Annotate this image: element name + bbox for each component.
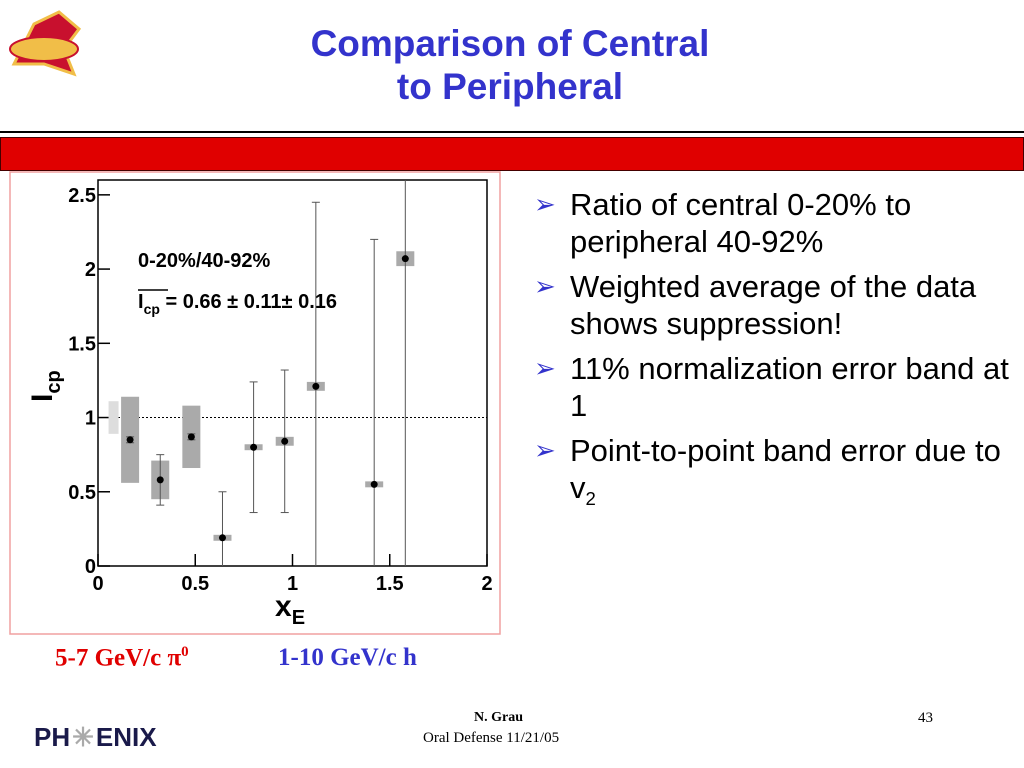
annotation-main: I xyxy=(138,291,144,313)
bullet: Point-to-point band error due to v2 xyxy=(532,432,1012,517)
page-number: 43 xyxy=(918,710,933,726)
normalization-band xyxy=(108,401,119,434)
caption-left: 5-7 GeV/c π0 xyxy=(55,644,189,672)
systematic-box xyxy=(121,396,140,483)
systematic-box xyxy=(365,481,384,488)
caption-right: 1-10 GeV/c h xyxy=(278,644,417,671)
systematic-box xyxy=(275,436,294,446)
y-tick-label: 2 xyxy=(85,259,96,281)
red-bar xyxy=(0,131,1024,133)
systematic-box xyxy=(306,381,325,391)
x-axis-label: xE xyxy=(275,590,305,629)
slide-title: Comparison of Central to Peripheral xyxy=(210,22,810,108)
systematic-box xyxy=(396,251,415,267)
x-tick-label: 1.5 xyxy=(376,573,404,595)
x-tick-label: 1 xyxy=(287,573,298,595)
footer-author: N. Grau xyxy=(474,710,523,725)
annotation: Icp = 0.66 ± 0.11± 0.16 xyxy=(138,291,337,317)
phenix-logo: PH✳ENIX xyxy=(34,722,157,752)
y-tick-label: 0 xyxy=(85,556,96,578)
x-tick-label: 0 xyxy=(92,573,103,595)
systematic-box xyxy=(151,460,170,500)
systematic-box xyxy=(244,444,263,451)
y-axis-label: Icp xyxy=(26,370,65,402)
y-tick-label: 1 xyxy=(85,408,96,430)
data-point xyxy=(370,480,378,488)
label-main: x xyxy=(275,590,292,623)
bullet-text: Ratio of central 0-20% to peripheral 40-… xyxy=(570,187,912,259)
bullet-text: 11% normalization error band at 1 xyxy=(570,351,1009,423)
title-line: Comparison of Central xyxy=(310,23,710,64)
data-point xyxy=(187,433,195,441)
chart-frame xyxy=(9,171,501,635)
bullet-text: Weighted average of the data shows suppr… xyxy=(570,269,977,341)
logo-text: PH xyxy=(34,722,71,752)
annotation-text: = 0.66 ± 0.11± 0.16 xyxy=(160,291,337,313)
systematic-box xyxy=(182,405,201,469)
bullet-sub: 2 xyxy=(585,488,596,510)
iowa-logo xyxy=(4,4,84,84)
label-main: I xyxy=(26,394,59,402)
bullet-list: Ratio of central 0-20% to peripheral 40-… xyxy=(532,186,1012,525)
plot-area xyxy=(98,180,487,566)
bullet-text: Point-to-point band error due to v xyxy=(570,433,1001,505)
caption-sup: 0 xyxy=(181,644,189,660)
label-sub: E xyxy=(292,607,305,629)
data-point xyxy=(250,443,258,451)
caption-text: 5-7 GeV/c π xyxy=(55,644,182,672)
data-point xyxy=(126,436,134,444)
plot-frame xyxy=(97,179,488,567)
bullet: 11% normalization error band at 1 xyxy=(532,350,1012,424)
y-tick-label: 0.5 xyxy=(68,482,96,504)
annotation: 0-20%/40-92% xyxy=(138,250,271,272)
systematic-box xyxy=(213,534,232,541)
x-tick-label: 2 xyxy=(481,573,492,595)
y-tick-label: 2.5 xyxy=(68,185,96,207)
bullet: Ratio of central 0-20% to peripheral 40-… xyxy=(532,186,1012,260)
logo-text: ENIX xyxy=(95,722,157,752)
footer-event: Oral Defense 11/21/05 xyxy=(423,730,560,746)
data-point xyxy=(401,255,409,263)
x-tick-label: 0.5 xyxy=(181,573,209,595)
bullet: Weighted average of the data shows suppr… xyxy=(532,268,1012,342)
annotation-sub: cp xyxy=(144,301,160,317)
data-point xyxy=(312,382,320,390)
red-bar xyxy=(0,137,1024,171)
data-point xyxy=(156,476,164,484)
logo-art xyxy=(9,10,82,77)
title-line: to Peripheral xyxy=(396,66,624,107)
data-point xyxy=(218,534,226,542)
y-tick-label: 1.5 xyxy=(68,333,96,355)
label-sub: cp xyxy=(43,370,65,393)
data-point xyxy=(281,437,289,445)
